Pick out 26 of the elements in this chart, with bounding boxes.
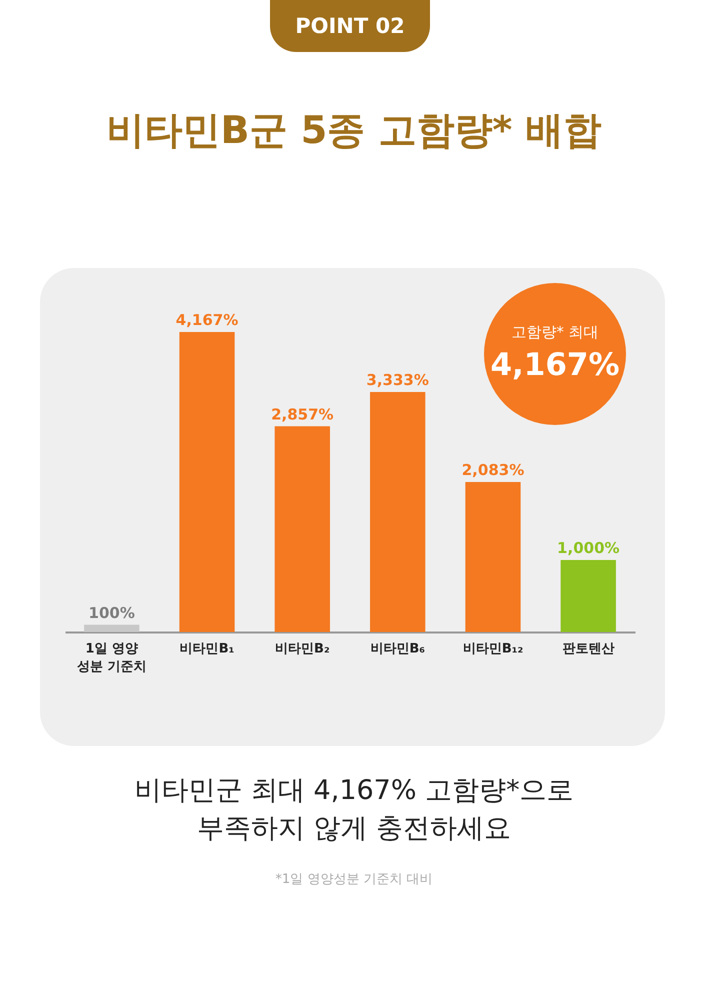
x-tick-label: 비타민B₁ — [180, 642, 234, 656]
text: *1일 영양성분 기준치 대비 — [274, 871, 434, 888]
bar — [179, 332, 235, 632]
chart-title: 비타민B군 5종 고함량* 배합 — [106, 107, 602, 154]
data-label: 100% — [88, 604, 135, 622]
annotation: 4,167% — [489, 347, 621, 383]
x-tick-label: 비타민B₆ — [370, 642, 426, 656]
bar — [560, 560, 616, 632]
bar — [370, 392, 426, 632]
data-label: 3,333% — [366, 371, 429, 390]
x-tick-label: 비타민B₂ — [275, 642, 330, 656]
x-tick-label: 비타민B₁₂ — [462, 642, 524, 656]
annotation: 고함량* 최대 — [510, 323, 600, 342]
data-label: 2,857% — [271, 405, 334, 424]
bar — [274, 426, 330, 632]
text: 부족하지 않게 충전하세요 — [196, 812, 512, 846]
text: 비타민군 최대 4,167% 고함량*으로 — [133, 774, 575, 808]
data-label: 4,167% — [176, 311, 238, 329]
circle-badge: 고함량* 최대 4,167% — [484, 283, 626, 425]
x-tick-label: 1일 영양 성분 기준치 — [76, 642, 146, 674]
x-tick-label: 판토텐산 — [562, 642, 614, 656]
data-label: 2,083% — [462, 461, 524, 480]
bar — [84, 624, 140, 632]
text: POINT 02 — [270, 0, 430, 52]
bar — [465, 482, 521, 632]
data-label: 1,000% — [557, 539, 620, 558]
